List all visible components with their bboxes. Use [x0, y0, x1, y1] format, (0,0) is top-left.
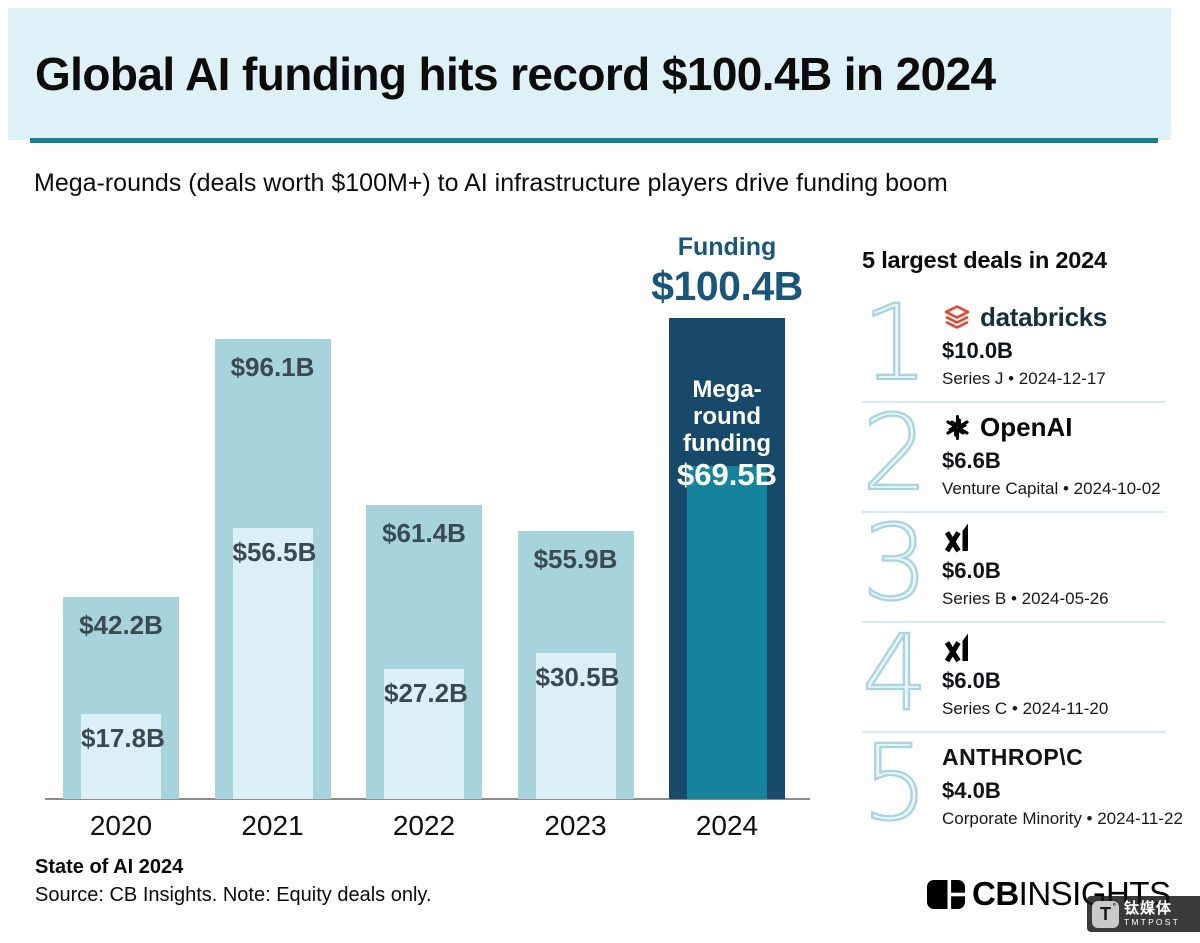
total-value-label-2021: $96.1B — [230, 351, 315, 382]
category-label-2020: 2020 — [89, 810, 153, 841]
megaround-annotation-2024: Mega-round funding $69.5B — [669, 376, 785, 493]
deal-amount: $6.0B — [942, 558, 1001, 583]
megaround-value-label-2020: $17.8B — [81, 722, 165, 753]
deal-list: 1 databricks $10.0B Series J • 2024-12-17 2 O… — [861, 282, 1183, 844]
category-label-2023: 2023 — [544, 810, 607, 841]
category-label-2021: 2021 — [241, 810, 304, 841]
funding-annotation-2024: Funding $100.4B — [612, 232, 842, 310]
header-band: Global AI funding hits record $100.4B in… — [8, 8, 1171, 140]
tmtpost-icon-letter: T — [1100, 903, 1111, 924]
openai-icon — [946, 414, 969, 440]
tmtpost-text: 钛媒体 TMTPOST — [1124, 901, 1180, 927]
deal-rank: 5 — [861, 722, 929, 844]
xai-icon — [944, 633, 968, 663]
bar-megaround-2021 — [232, 528, 313, 799]
funding-annotation-value: $100.4B — [651, 263, 803, 309]
bar-megaround-2020 — [81, 713, 161, 799]
deal-rank: 1 — [861, 282, 929, 404]
deal-rank: 2 — [861, 392, 929, 514]
megaround-value-label-2021: $56.5B — [232, 537, 317, 568]
xai-logo — [942, 520, 1165, 554]
megaround-annotation-line2: funding — [683, 430, 771, 458]
x-axis-line — [45, 798, 810, 800]
tmtpost-watermark: T ° 钛媒体 TMTPOST — [1087, 896, 1200, 932]
deal-details: Series J • 2024-12-17 — [942, 369, 1106, 388]
anthropic-wordmark: ANTHROP\C — [942, 740, 1165, 774]
openai-wordmark: OpenAI — [980, 411, 1073, 442]
anthropic-wordmark: ANTHROP\C — [942, 743, 1084, 770]
deal-item-openai-2: 2 OpenAI $6.6B Venture Capital • 2024-10-02 — [861, 392, 1165, 514]
megaround-value-label-2022: $27.2B — [384, 677, 468, 708]
deal-details: Venture Capital • 2024-10-02 — [942, 479, 1161, 498]
report-name: State of AI 2024 — [35, 856, 184, 878]
megaround-value-label-2023: $30.5B — [535, 661, 620, 692]
deal-details: Series C • 2024-11-20 — [942, 699, 1109, 718]
category-label-2022: 2022 — [392, 810, 456, 841]
cbinsights-icon — [927, 879, 965, 909]
subtitle: Mega-rounds (deals worth $100M+) to AI i… — [34, 169, 948, 197]
deal-details: Series B • 2024-05-26 — [942, 589, 1109, 608]
bar-megaround-2023 — [535, 652, 616, 799]
page-title: Global AI funding hits record $100.4B in… — [35, 48, 996, 100]
deal-rank: 4 — [861, 612, 929, 734]
megaround-annotation-line1: Mega-round — [692, 376, 762, 431]
source-note: Source: CB Insights. Note: Equity deals … — [35, 884, 432, 906]
databricks-wordmark: databricks — [980, 301, 1108, 332]
bar-megaround-2024 — [687, 466, 767, 799]
tmtpost-icon: T ° — [1092, 900, 1119, 928]
openai-logo: OpenAI — [942, 410, 1165, 444]
category-label-2024: 2024 — [695, 810, 759, 841]
deal-item-databricks-1: 1 databricks $10.0B Series J • 2024-12-17 — [861, 282, 1165, 404]
total-value-label-2020: $42.2B — [79, 609, 163, 640]
tmtpost-chinese-label: 钛媒体 — [1124, 900, 1173, 918]
deal-rank: 3 — [861, 502, 929, 624]
deal-amount: $10.0B — [942, 338, 1013, 363]
bar-megaround-2022 — [384, 668, 464, 799]
databricks-icon — [944, 304, 970, 329]
deal-amount: $6.6B — [942, 448, 1001, 473]
databricks-logo: databricks — [942, 300, 1165, 334]
deal-amount: $6.0B — [942, 668, 1001, 693]
funding-annotation-title: Funding — [677, 233, 777, 261]
cb-bold: CB — [972, 875, 1019, 912]
total-value-label-2022: $61.4B — [382, 517, 466, 548]
title-divider — [30, 138, 1158, 143]
xai-logo — [942, 630, 1165, 664]
deal-amount: $4.0B — [942, 778, 1001, 803]
deal-item-xai-3: 3 $6.0B Series B • 2024-05-26 — [861, 502, 1165, 624]
xai-icon — [944, 523, 968, 553]
largest-deals-panel: 5 largest deals in 2024 1 databricks $10.0… — [861, 247, 1183, 844]
total-value-label-2023: $55.9B — [533, 544, 618, 575]
deals-heading: 5 largest deals in 2024 — [862, 247, 1107, 273]
deal-item-xai-4: 4 $6.0B Series C • 2024-11-20 — [861, 612, 1165, 734]
deal-item-anthropic-5: 5 ANTHROP\C $4.0B Corporate Minority • 2024… — [861, 722, 1183, 844]
megaround-annotation-value: $69.5B — [677, 457, 777, 493]
tmtpost-english-label: TMTPOST — [1124, 917, 1181, 928]
deal-details: Corporate Minority • 2024-11-22 — [942, 809, 1183, 828]
